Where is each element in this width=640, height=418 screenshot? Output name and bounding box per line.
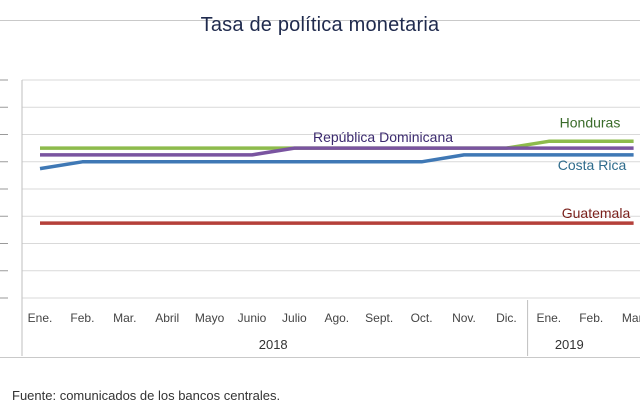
x-axis: Ene. Feb. Mar. Abril Mayo Junio Julio Ago. Sept.… <box>28 300 640 356</box>
series-group <box>39 139 634 225</box>
x-tick-label: Junio <box>238 311 267 325</box>
series-label: Guatemala <box>562 205 631 221</box>
year-label: 2018 <box>259 337 288 352</box>
x-tick-label: Nov. <box>452 311 476 325</box>
series-line-costa-rica <box>39 153 634 171</box>
series-line-rep-blica-dominicana <box>40 146 634 157</box>
x-tick-label: Dic. <box>496 311 517 325</box>
x-tick-label: Feb. <box>579 311 603 325</box>
x-tick-label: Ene. <box>28 311 53 325</box>
x-tick-label: Sept. <box>365 311 393 325</box>
x-tick-label: Abril <box>155 311 179 325</box>
x-tick-label: Mar. <box>113 311 136 325</box>
gridlines <box>0 79 640 299</box>
series-label: República Dominicana <box>313 129 453 145</box>
series-labels: Honduras República Dominicana Costa Rica Gu… <box>313 114 630 221</box>
x-tick-label: Oct. <box>411 311 433 325</box>
source-note: Fuente: comunicados de los bancos centra… <box>12 388 281 403</box>
x-tick-label: Mayo <box>195 311 225 325</box>
x-tick-label: Ene. <box>536 311 561 325</box>
chart-frame <box>0 20 640 358</box>
x-tick-label: Ago. <box>324 311 349 325</box>
x-tick-label: Julio <box>282 311 307 325</box>
x-tick-label: Feb. <box>70 311 94 325</box>
year-label: 2019 <box>555 337 584 352</box>
series-label: Honduras <box>560 114 621 130</box>
x-tick-label: Mar. <box>622 311 640 325</box>
series-label: Costa Rica <box>558 157 627 173</box>
chart-title: Tasa de política monetaria <box>200 14 440 36</box>
